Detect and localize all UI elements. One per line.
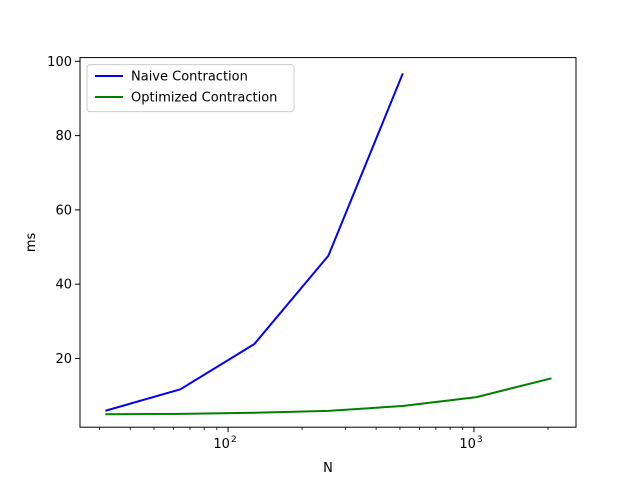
plot-frame [79, 57, 577, 428]
plot-area [80, 57, 576, 428]
y-axis-ticks: 20 40 60 80 100 [47, 55, 80, 367]
y-tick-label: 40 [55, 278, 72, 293]
series-line-optimized-contraction [105, 377, 552, 416]
legend-label-naive-contraction: Naive Contraction [131, 70, 248, 85]
series-line-naive-contraction [105, 73, 404, 412]
y-tick-label: 20 [55, 352, 72, 367]
y-tick-label: 80 [55, 129, 72, 144]
legend-label-optimized-contraction: Optimized Contraction [131, 91, 277, 106]
x-axis-label: N [323, 461, 333, 476]
y-axis-label: ms [24, 232, 39, 252]
legend-box [86, 64, 295, 113]
y-tick-label: 60 [55, 203, 72, 218]
series-layer [105, 73, 552, 416]
y-tick-label: 100 [47, 55, 72, 70]
legend: Naive Contraction Optimized Contraction [86, 64, 295, 113]
